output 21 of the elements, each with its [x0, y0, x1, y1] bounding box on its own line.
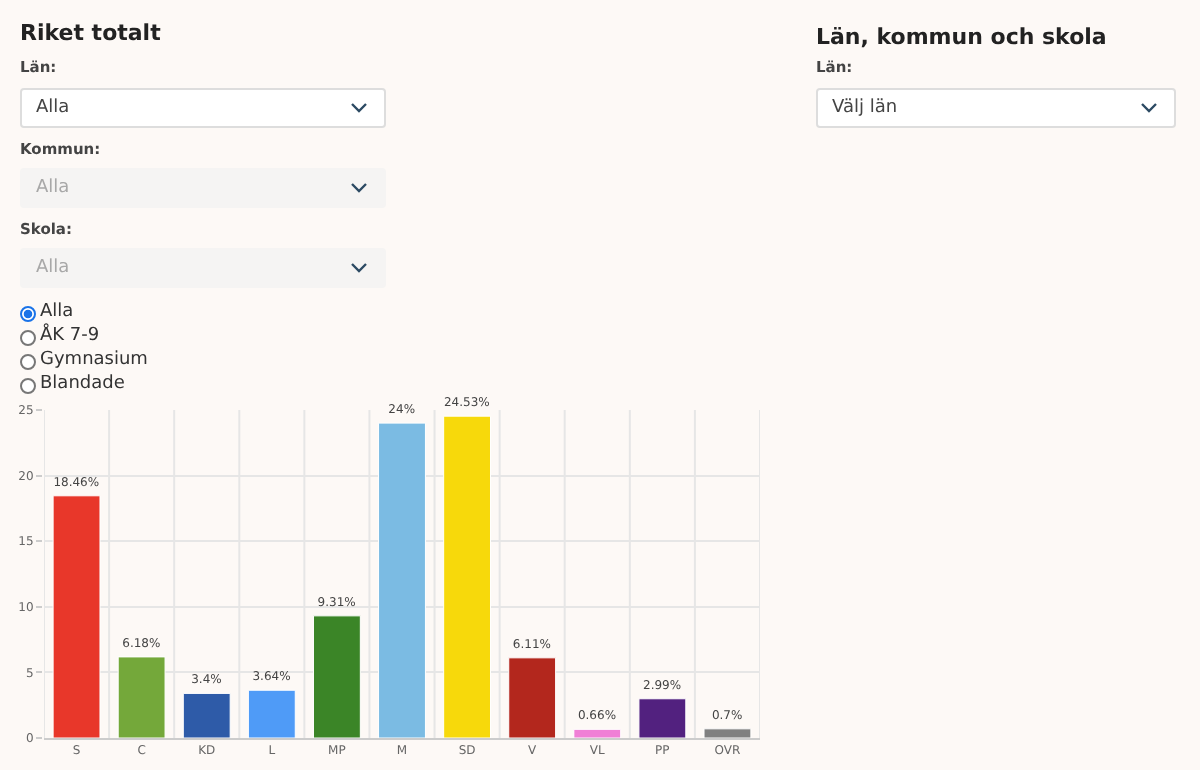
bar: [117, 656, 166, 738]
text: ÅK 7-9: [40, 326, 100, 346]
text: Alla: [40, 302, 74, 322]
bar: [312, 615, 361, 738]
text: Blandade: [40, 374, 125, 394]
dropdown: Alla: [20, 88, 386, 128]
bar: [508, 657, 557, 738]
bar: [378, 422, 426, 738]
bar: [182, 692, 231, 738]
bar: [52, 495, 101, 738]
bar: [247, 689, 296, 738]
bar: [703, 728, 752, 738]
dropdown: Alla: [20, 248, 386, 288]
chart-title: Riket totalt: [20, 20, 161, 46]
bar: [443, 415, 492, 738]
bar: [638, 698, 687, 738]
dropdown: Alla: [20, 168, 386, 208]
bar: [573, 728, 622, 738]
text: Län, kommun och skola: [816, 24, 1107, 50]
text: Gymnasium: [40, 350, 148, 370]
dropdown: Välj län: [816, 88, 1176, 128]
